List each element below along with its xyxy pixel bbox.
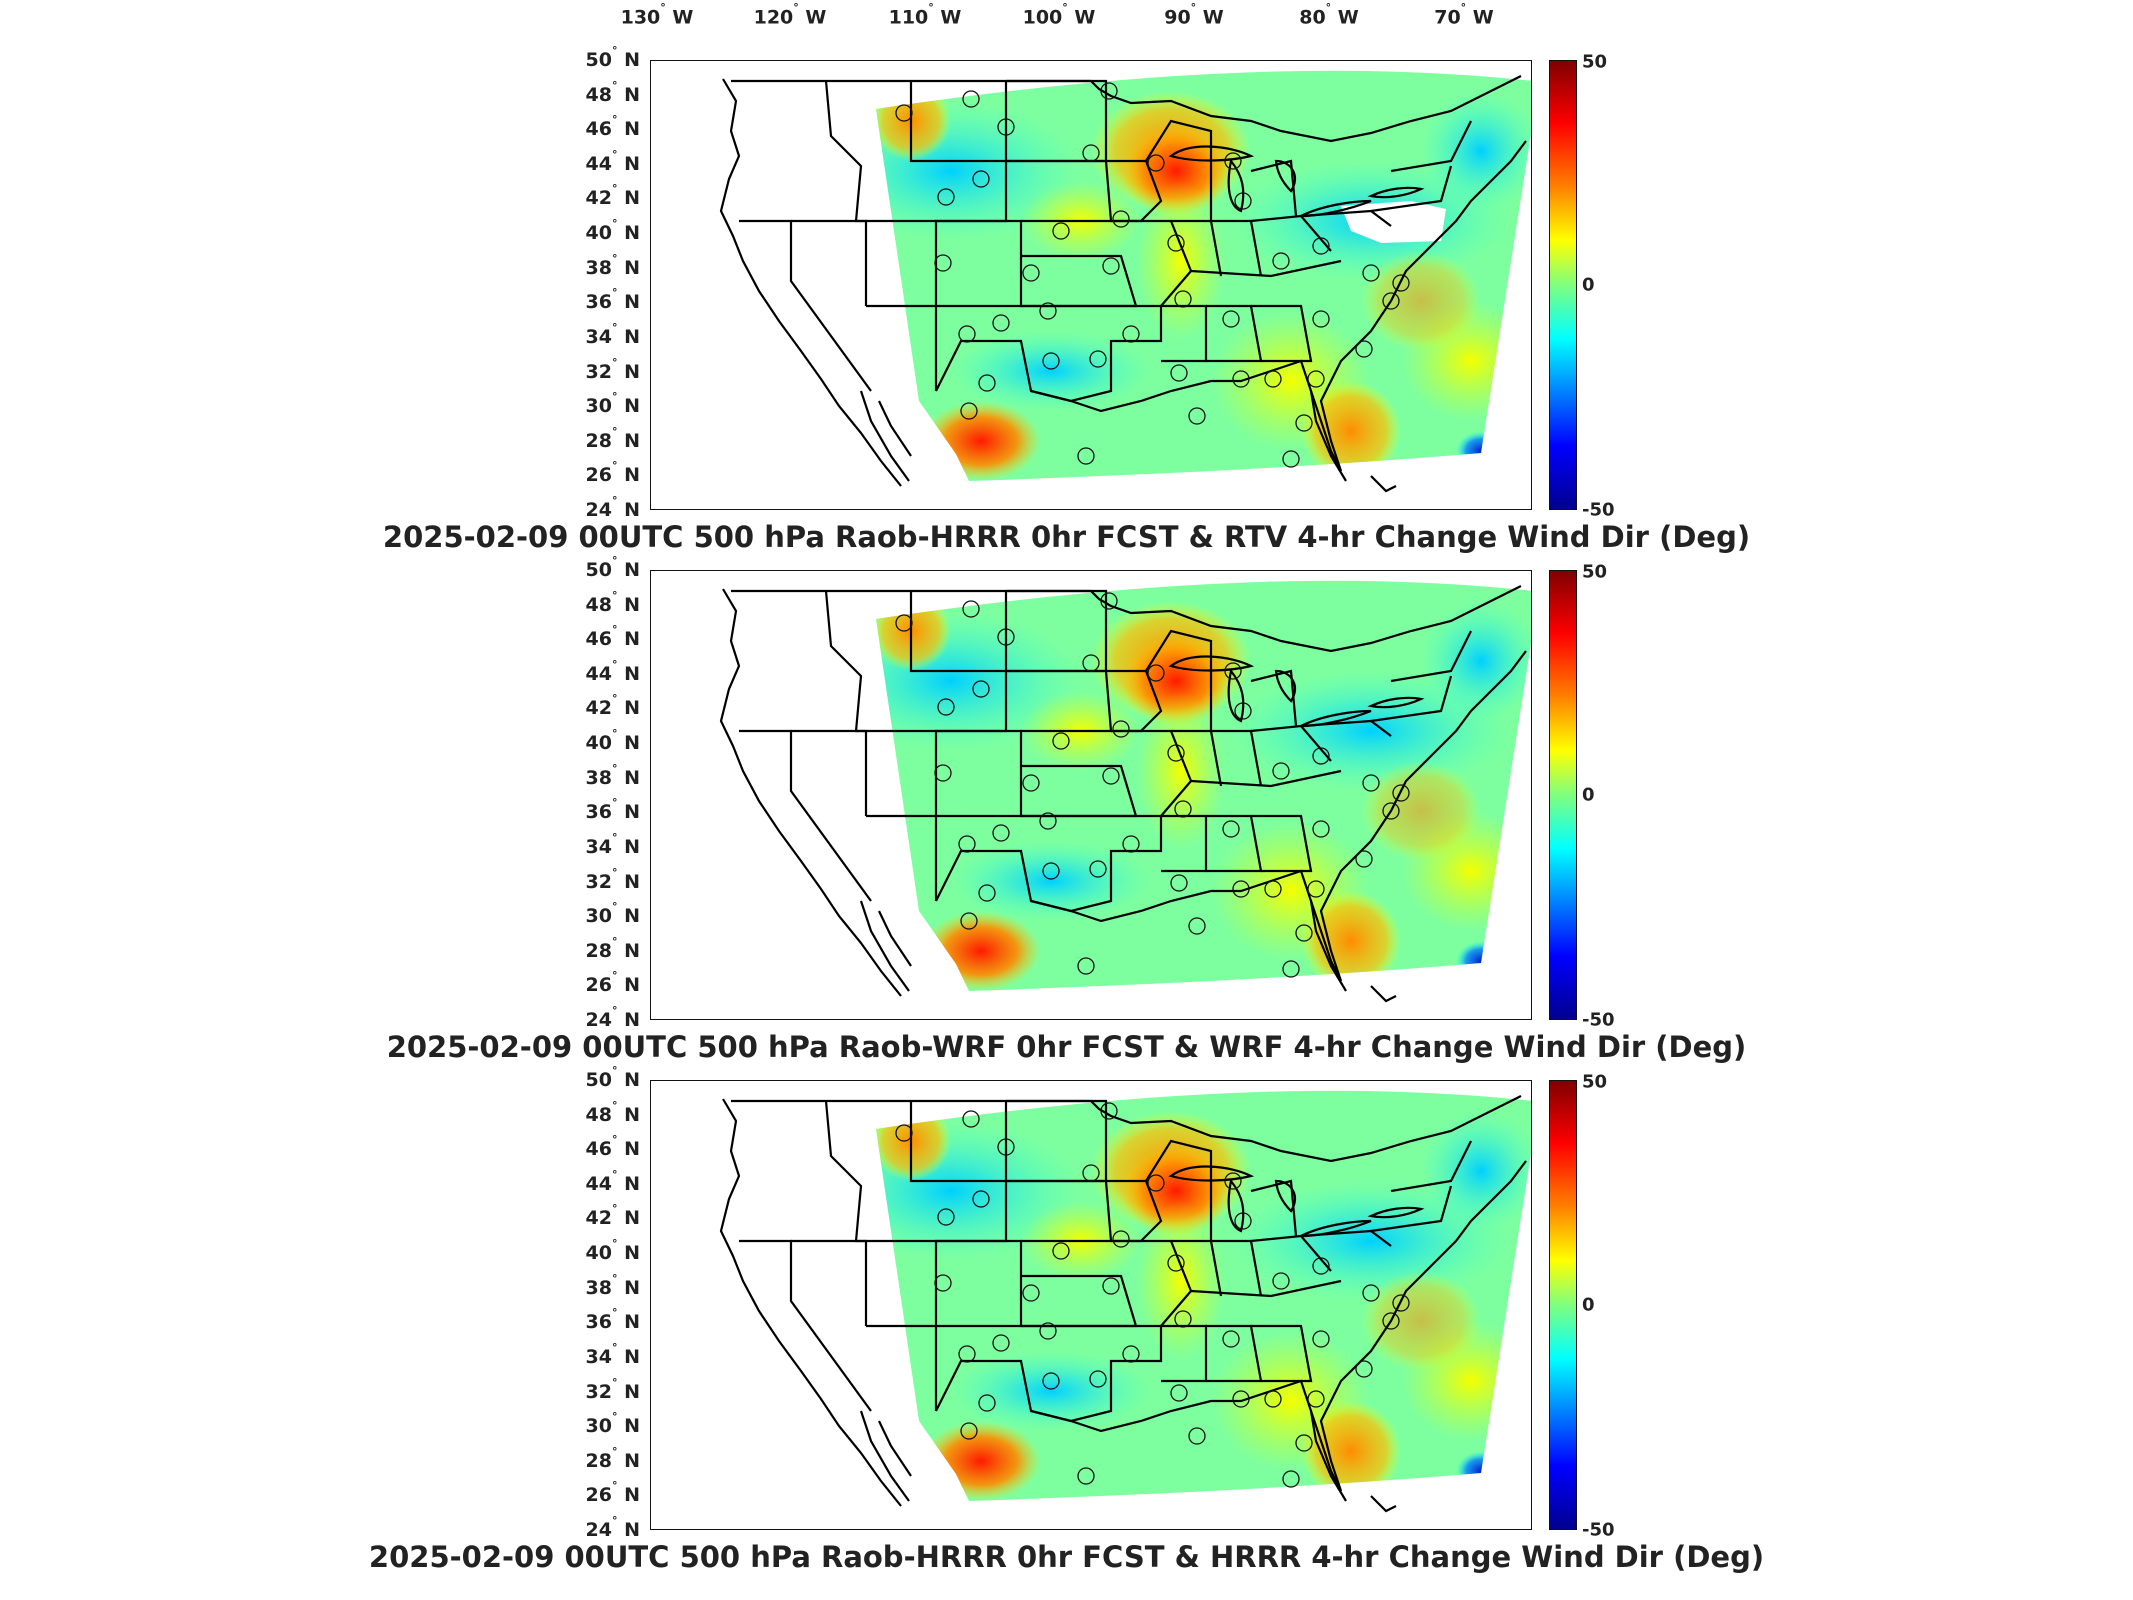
lat-label: 48° N [585, 78, 640, 106]
lon-label: 90° W [1164, 1, 1224, 29]
lat-label: 28° N [585, 934, 640, 962]
lon-label: 80° W [1299, 1, 1359, 29]
panel-title: 2025-02-09 00UTC 500 hPa Raob-WRF 0hr FC… [386, 1030, 1747, 1064]
lat-label: 38° N [585, 1271, 640, 1299]
lat-label: 40° N [585, 726, 640, 755]
colorbar-min-label: -50 [1582, 1009, 1615, 1031]
wind-direction-field [876, 1090, 1531, 1501]
lat-label: 46° N [585, 623, 640, 651]
panel-title: 2025-02-09 00UTC 500 hPa Raob-HRRR 0hr F… [368, 1540, 1765, 1574]
lat-label: 50° N [585, 553, 640, 582]
map-svg [719, 580, 1531, 1003]
map-plot-area [650, 1080, 1532, 1530]
colorbar-min-label: -50 [1582, 499, 1615, 521]
raob-station-markers [895, 592, 1410, 978]
state-boundaries [719, 1095, 1527, 1513]
lat-label: 44° N [585, 1167, 640, 1196]
state-boundaries [719, 585, 1527, 1003]
panel-title: 2025-02-09 00UTC 500 hPa Raob-HRRR 0hr F… [382, 520, 1751, 554]
colorbar-max-label: 50 [1582, 561, 1608, 583]
lat-label: 32° N [585, 355, 640, 383]
map-svg [719, 1090, 1531, 1513]
lat-label: 24° N [585, 1003, 640, 1032]
lat-label: 40° N [585, 216, 640, 245]
map-plot-area [650, 60, 1532, 510]
lat-label: 26° N [585, 969, 640, 997]
lon-label: 120° W [753, 1, 827, 29]
lat-label: 42° N [585, 692, 640, 720]
map-panel-1: 50° N 48° N 46° N 44° N 42° N 40° N 38° N 36° N… [0, 44, 2133, 565]
lat-label: 30° N [585, 1409, 640, 1438]
lat-label: 42° N [585, 1202, 640, 1230]
colorbar-max-label: 50 [1582, 1071, 1608, 1093]
lon-label: 110° W [888, 1, 962, 29]
lon-label: 130° W [620, 1, 694, 29]
lat-label: 36° N [585, 1306, 640, 1334]
lat-label: 24° N [585, 493, 640, 522]
lat-label: 28° N [585, 1444, 640, 1472]
colorbar-zero-label: 0 [1582, 784, 1595, 806]
lat-label: 44° N [585, 147, 640, 176]
colorbar [1549, 1080, 1577, 1530]
lat-label: 30° N [585, 899, 640, 928]
colorbar [1549, 570, 1577, 1020]
lon-label: 100° W [1022, 1, 1096, 29]
lon-label: 70° W [1434, 1, 1494, 29]
lat-label: 28° N [585, 424, 640, 452]
raob-station-markers [895, 1102, 1410, 1488]
lat-label: 30° N [585, 389, 640, 418]
colorbar-min-label: -50 [1582, 1519, 1615, 1541]
lat-label: 34° N [585, 830, 640, 859]
state-boundaries [719, 75, 1527, 493]
map-panel-2: 50° N 48° N 46° N 44° N 42° N 40° N 38° N 36° N… [0, 554, 2133, 1075]
colorbar [1549, 60, 1577, 510]
map-plot-area [650, 570, 1532, 1020]
map-panel-3: 50° N 48° N 46° N 44° N 42° N 40° N 38° N 36° N… [0, 1064, 2133, 1585]
lat-label: 34° N [585, 320, 640, 349]
lat-label: 46° N [585, 113, 640, 141]
lat-label: 26° N [585, 1479, 640, 1507]
map-svg [719, 70, 1531, 493]
lat-label: 24° N [585, 1513, 640, 1542]
lat-label: 48° N [585, 1098, 640, 1126]
lat-label: 26° N [585, 459, 640, 487]
lat-label: 32° N [585, 1375, 640, 1403]
colorbar-zero-label: 0 [1582, 274, 1595, 296]
colorbar-zero-label: 0 [1582, 1294, 1595, 1316]
lat-label: 48° N [585, 588, 640, 616]
lat-label: 36° N [585, 286, 640, 314]
lat-label: 36° N [585, 796, 640, 824]
lat-label: 34° N [585, 1340, 640, 1369]
colorbar-max-label: 50 [1582, 51, 1608, 73]
lat-label: 40° N [585, 1236, 640, 1265]
raob-station-markers [895, 82, 1410, 468]
lat-label: 50° N [585, 43, 640, 72]
lat-label: 46° N [585, 1133, 640, 1161]
wind-direction-field [876, 70, 1531, 481]
lat-label: 38° N [585, 761, 640, 789]
lat-label: 42° N [585, 182, 640, 210]
lat-label: 38° N [585, 251, 640, 279]
lat-label: 44° N [585, 657, 640, 686]
lat-label: 32° N [585, 865, 640, 893]
lat-label: 50° N [585, 1063, 640, 1092]
wind-direction-field [876, 580, 1531, 991]
